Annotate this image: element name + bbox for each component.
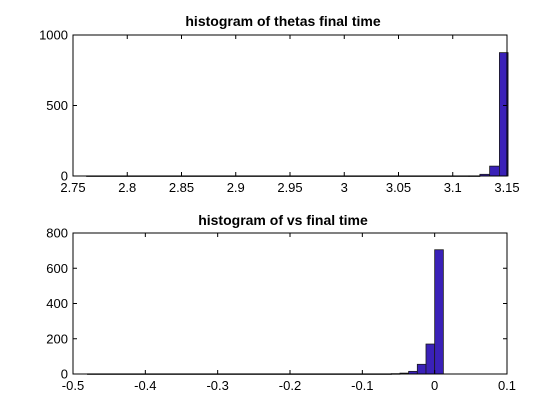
histogram-bar: [489, 165, 500, 177]
y-tick-label: 400: [46, 296, 68, 311]
x-tick-label: -0.4: [134, 378, 156, 393]
x-tick-label: 3.15: [494, 180, 519, 195]
y-tick-label: 0: [61, 169, 68, 184]
y-tick-label: 800: [46, 226, 68, 241]
histogram-bar: [416, 363, 427, 375]
histogram-bar: [425, 343, 436, 375]
y-tick-label: 0: [61, 367, 68, 382]
x-tick-label: 3.1: [444, 180, 462, 195]
y-tick-label: 200: [46, 331, 68, 346]
x-tick-label: 2.95: [277, 180, 302, 195]
x-tick-label: 3: [341, 180, 348, 195]
chart-top: histogram of thetas final time 2.75 2.8 2.…: [39, 13, 520, 195]
x-tick-label: -0.3: [206, 378, 228, 393]
y-tick-label: 500: [46, 98, 68, 113]
x-tick-label: 2.8: [118, 180, 136, 195]
x-tick-label: 2.85: [169, 180, 194, 195]
x-tick-label: 2.9: [227, 180, 245, 195]
histogram-bar: [434, 249, 444, 375]
x-tick-label: 2.75: [60, 180, 85, 195]
x-tick-label: -0.1: [351, 378, 373, 393]
y-tick-label: 1000: [39, 28, 68, 43]
x-tick-label: -0.5: [62, 378, 84, 393]
x-tick-label: -0.2: [279, 378, 301, 393]
chart-title: histogram of thetas final time: [185, 13, 380, 29]
axes-frame: [72, 34, 508, 177]
x-tick-label: 3.05: [386, 180, 411, 195]
x-tick-label: 0: [431, 378, 438, 393]
x-tick-label: 0.1: [498, 378, 516, 393]
y-tick-label: 600: [46, 261, 68, 276]
chart-bottom: histogram of vs final time -0.5 -0.4 -0.3 -…: [46, 212, 516, 393]
chart-title: histogram of vs final time: [198, 212, 368, 228]
